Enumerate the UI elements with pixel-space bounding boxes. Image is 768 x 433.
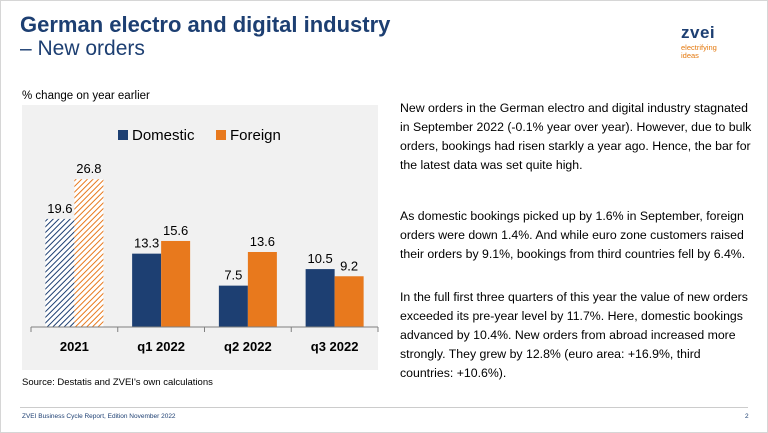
commentary-paragraph-3: In the full first three quarters of this… [400, 290, 748, 380]
zvei-logo: zvei electrifying ideas [681, 24, 741, 60]
data-label-foreign-q1-2022: 15.6 [163, 223, 188, 238]
logo-word: zvei [681, 23, 716, 42]
chart-unit-label: % change on year earlier [22, 90, 150, 102]
bar-chart: Domestic Foreign 19.626.813.315.67.513.61… [22, 105, 379, 370]
data-label-foreign-q2-2022: 13.6 [250, 234, 275, 249]
chart-legend: Domestic Foreign [118, 127, 281, 144]
page-number: 2 [745, 413, 749, 420]
commentary-paragraph-2: As domestic bookings picked up by 1.6% i… [400, 209, 746, 261]
x-tick-label-2021: 2021 [60, 339, 89, 354]
x-tick-label-q3-2022: q3 2022 [311, 339, 359, 354]
footer-text: ZVEI Business Cycle Report, Edition Nove… [22, 413, 176, 420]
data-label-domestic-2021: 19.6 [47, 201, 72, 216]
data-label-foreign-2021: 26.8 [76, 161, 101, 176]
bar-domestic-q1-2022 [132, 253, 162, 327]
data-label-domestic-q1-2022: 13.3 [134, 236, 159, 251]
bar-domestic-q2-2022 [218, 285, 248, 327]
commentary-paragraph-1: New orders in the German electro and dig… [400, 101, 752, 172]
chart-bars [45, 179, 364, 327]
x-tick-label-q2-2022: q2 2022 [224, 339, 272, 354]
logo-tagline-1: electrifying [681, 43, 717, 52]
bar-foreign-2021 [74, 179, 104, 327]
bar-foreign-q1-2022 [161, 240, 191, 327]
page-title: German electro and digital industry [20, 12, 391, 37]
data-label-foreign-q3-2022: 9.2 [340, 258, 358, 273]
legend-swatch-domestic [118, 130, 128, 140]
data-label-domestic-q3-2022: 10.5 [307, 251, 332, 266]
data-label-domestic-q2-2022: 7.5 [224, 268, 242, 283]
bar-domestic-q3-2022 [305, 269, 335, 327]
x-tick-label-q1-2022: q1 2022 [137, 339, 185, 354]
chart-data-labels: 19.6 26.8 13.3 15.6 7.5 13.6 10.5 9.2 [47, 161, 358, 282]
footer-divider [20, 407, 748, 408]
legend-label-domestic: Domestic [132, 127, 195, 144]
legend-swatch-foreign [216, 130, 226, 140]
bar-foreign-q3-2022 [334, 276, 364, 327]
source-note: Source: Destatis and ZVEI's own calculat… [22, 377, 213, 388]
page-subtitle: – New orders [20, 37, 145, 60]
logo-tagline-2: ideas [681, 51, 699, 60]
bar-domestic-2021 [45, 218, 75, 327]
x-axis-ticks: 2021 q1 2022 q2 2022 q3 2022 [30, 327, 379, 354]
bar-foreign-q2-2022 [247, 251, 277, 327]
legend-label-foreign: Foreign [230, 127, 281, 144]
